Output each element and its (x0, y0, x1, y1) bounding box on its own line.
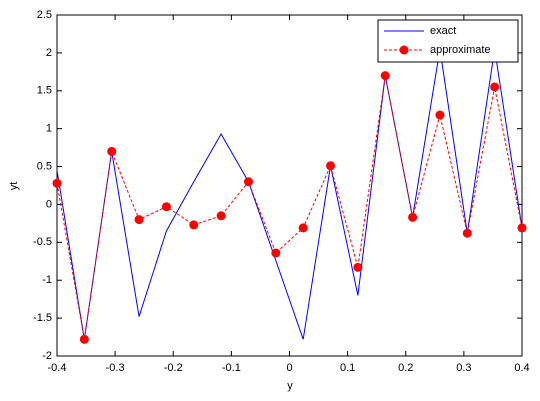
x-tick-label: 0.2 (398, 362, 413, 374)
marker (490, 82, 500, 92)
x-tick-label: 0.1 (340, 362, 355, 374)
y-tick-label: -1.5 (33, 312, 52, 324)
marker (353, 262, 363, 272)
y-tick-label: 2 (46, 47, 52, 59)
marker (517, 223, 527, 233)
marker (243, 177, 253, 187)
y-axis-label: yt (8, 182, 20, 191)
x-tick-label: 0.4 (514, 362, 529, 374)
marker (79, 334, 89, 344)
y-tick-label: 1.5 (37, 85, 52, 97)
marker (408, 212, 418, 222)
marker (107, 146, 117, 156)
x-tick-label: -0.4 (48, 362, 67, 374)
marker (435, 110, 445, 120)
series-line (56, 75, 523, 340)
marker (298, 223, 308, 233)
marker (271, 248, 281, 258)
marker (326, 161, 336, 171)
legend-label: exact (430, 25, 456, 37)
x-tick-label: 0.3 (456, 362, 471, 374)
x-tick-label: 0 (286, 362, 292, 374)
marker (380, 71, 390, 81)
x-tick-label: -0.3 (106, 362, 125, 374)
marker (462, 228, 472, 238)
x-tick-label: -0.2 (164, 362, 183, 374)
marker (216, 211, 226, 221)
y-tick-label: 0.5 (37, 160, 52, 172)
x-axis-label: y (287, 380, 293, 392)
y-tick-label: 1 (46, 123, 52, 135)
series-line (56, 49, 523, 340)
plot-area (56, 14, 523, 357)
x-tick-label: -0.1 (222, 362, 241, 374)
y-tick-label: -0.5 (33, 236, 52, 248)
y-tick-label: -1 (42, 274, 52, 286)
legend-box (377, 19, 519, 63)
marker (161, 202, 171, 212)
y-tick-label: 0 (46, 198, 52, 210)
legend-label: approximate (430, 44, 491, 56)
marker (134, 215, 144, 225)
marker (189, 220, 199, 230)
marker (52, 178, 62, 188)
y-tick-label: 2.5 (37, 9, 52, 21)
y-tick-label: -2 (42, 350, 52, 362)
legend-marker (399, 45, 409, 55)
